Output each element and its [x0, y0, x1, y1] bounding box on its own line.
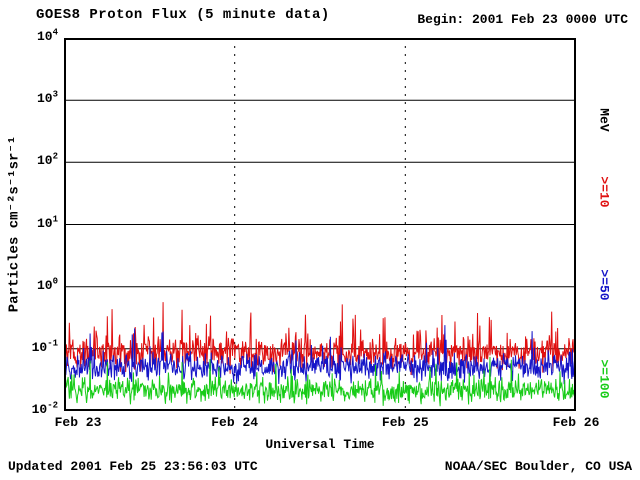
source-credit: NOAA/SEC Boulder, CO USA — [444, 459, 632, 474]
updated-timestamp: Updated 2001 Feb 25 23:56:03 UTC — [8, 459, 258, 474]
y-tick-label: 10-1 — [31, 338, 58, 355]
x-tick-label: Feb 23 — [54, 415, 102, 430]
begin-timestamp: Begin: 2001 Feb 23 0000 UTC — [417, 12, 628, 27]
y-tick-label: 104 — [36, 27, 58, 44]
x-tick-label: Feb 24 — [211, 415, 259, 430]
y-tick-label: 10-2 — [31, 400, 58, 417]
y-tick-label: 101 — [36, 214, 58, 231]
proton-flux-plot — [64, 38, 576, 411]
x-axis-label: Universal Time — [265, 437, 375, 452]
x-tick-label: Feb 25 — [381, 415, 429, 430]
legend-50-mev: >=50 — [596, 269, 612, 301]
y-tick-label: 103 — [36, 89, 58, 107]
legend-mev-unit: MeV — [596, 108, 612, 132]
y-tick-label: 100 — [36, 276, 58, 293]
legend-10-mev: >=10 — [596, 176, 612, 208]
legend-100-mev: >=100 — [596, 359, 612, 399]
y-tick-label: 102 — [36, 152, 58, 169]
y-axis-label: Particles cm⁻²s⁻¹sr⁻¹ — [6, 135, 23, 313]
chart-title: GOES8 Proton Flux (5 minute data) — [36, 7, 330, 23]
x-tick-label: Feb 26 — [552, 415, 600, 430]
